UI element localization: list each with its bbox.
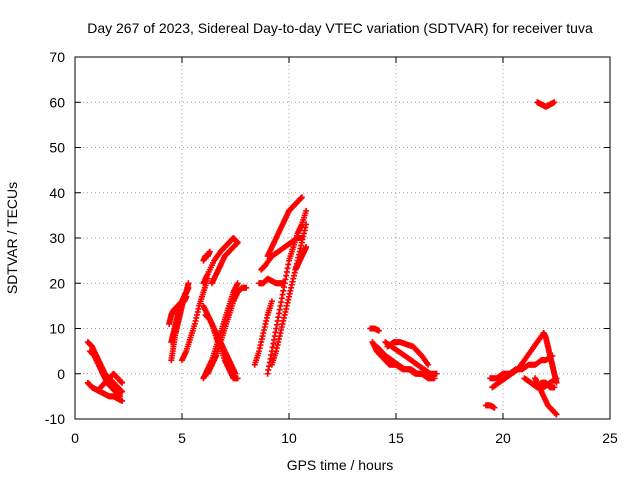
series-arc-19 bbox=[264, 194, 305, 260]
data-point bbox=[303, 221, 310, 228]
data-point bbox=[553, 379, 560, 386]
series-arc-25 bbox=[373, 343, 434, 382]
data-points bbox=[84, 99, 560, 418]
y-tick-label: 20 bbox=[49, 275, 65, 291]
x-tick-label: 25 bbox=[602, 430, 618, 446]
data-point bbox=[375, 327, 382, 334]
series-arc-28 bbox=[482, 402, 498, 411]
grid bbox=[75, 57, 610, 419]
series-arc-35 bbox=[534, 99, 558, 110]
data-point bbox=[234, 280, 241, 287]
series-arc-33 bbox=[540, 330, 560, 386]
data-point bbox=[183, 293, 190, 300]
data-point bbox=[553, 411, 560, 418]
y-tick-label: 50 bbox=[49, 140, 65, 156]
plot-frame bbox=[74, 56, 611, 420]
data-point bbox=[298, 194, 305, 201]
series-arc-18 bbox=[256, 275, 288, 287]
data-point bbox=[119, 397, 126, 404]
data-point bbox=[234, 239, 241, 246]
data-point bbox=[303, 207, 310, 214]
series-arc-07 bbox=[166, 293, 190, 327]
y-tick-label: 70 bbox=[49, 49, 65, 65]
y-tick-label: 60 bbox=[49, 94, 65, 110]
y-tick-label: 40 bbox=[49, 185, 65, 201]
data-point bbox=[303, 244, 310, 251]
data-point bbox=[234, 375, 241, 382]
data-point bbox=[425, 361, 432, 368]
y-tick-label: 0 bbox=[57, 366, 65, 382]
data-point bbox=[232, 370, 239, 377]
data-point bbox=[119, 379, 126, 386]
series-arc-20 bbox=[264, 207, 310, 377]
y-tick-label: 30 bbox=[49, 230, 65, 246]
chart-title: Day 267 of 2023, Sidereal Day-to-day VTE… bbox=[87, 20, 593, 36]
data-point bbox=[551, 99, 558, 106]
data-point bbox=[119, 388, 126, 395]
y-axis-label: SDTVAR / TECUs bbox=[4, 182, 20, 294]
data-point bbox=[268, 298, 275, 305]
series-arc-03 bbox=[84, 379, 126, 404]
x-axis-label: GPS time / hours bbox=[287, 457, 394, 473]
series-arc-23 bbox=[367, 325, 382, 334]
series-arc-09 bbox=[200, 248, 213, 264]
series-arc-16 bbox=[251, 298, 275, 368]
series-arc-26 bbox=[382, 339, 440, 377]
x-tick-label: 15 bbox=[388, 430, 404, 446]
series-arc-11 bbox=[208, 239, 241, 287]
data-point bbox=[206, 248, 213, 255]
data-point bbox=[185, 284, 192, 291]
series-arc-08 bbox=[179, 275, 211, 364]
x-tick-label: 0 bbox=[71, 430, 79, 446]
series-arc-34 bbox=[534, 379, 558, 391]
x-tick-label: 5 bbox=[178, 430, 186, 446]
series-arc-22 bbox=[292, 244, 310, 273]
data-point bbox=[243, 284, 250, 291]
series-arc-15 bbox=[204, 284, 250, 377]
tick-labels: 0 5 10 15 20 25 -10 0 10 20 30 40 50 60 70 bbox=[45, 49, 618, 446]
series-arc-04 bbox=[97, 370, 126, 391]
data-point bbox=[433, 370, 440, 377]
data-point bbox=[551, 384, 558, 391]
data-point bbox=[491, 404, 498, 411]
x-tick-label: 20 bbox=[495, 430, 511, 446]
x-tick-label: 10 bbox=[281, 430, 297, 446]
series-arc-27 bbox=[384, 339, 432, 368]
y-tick-label: -10 bbox=[45, 411, 65, 427]
y-tick-label: 10 bbox=[49, 321, 65, 337]
